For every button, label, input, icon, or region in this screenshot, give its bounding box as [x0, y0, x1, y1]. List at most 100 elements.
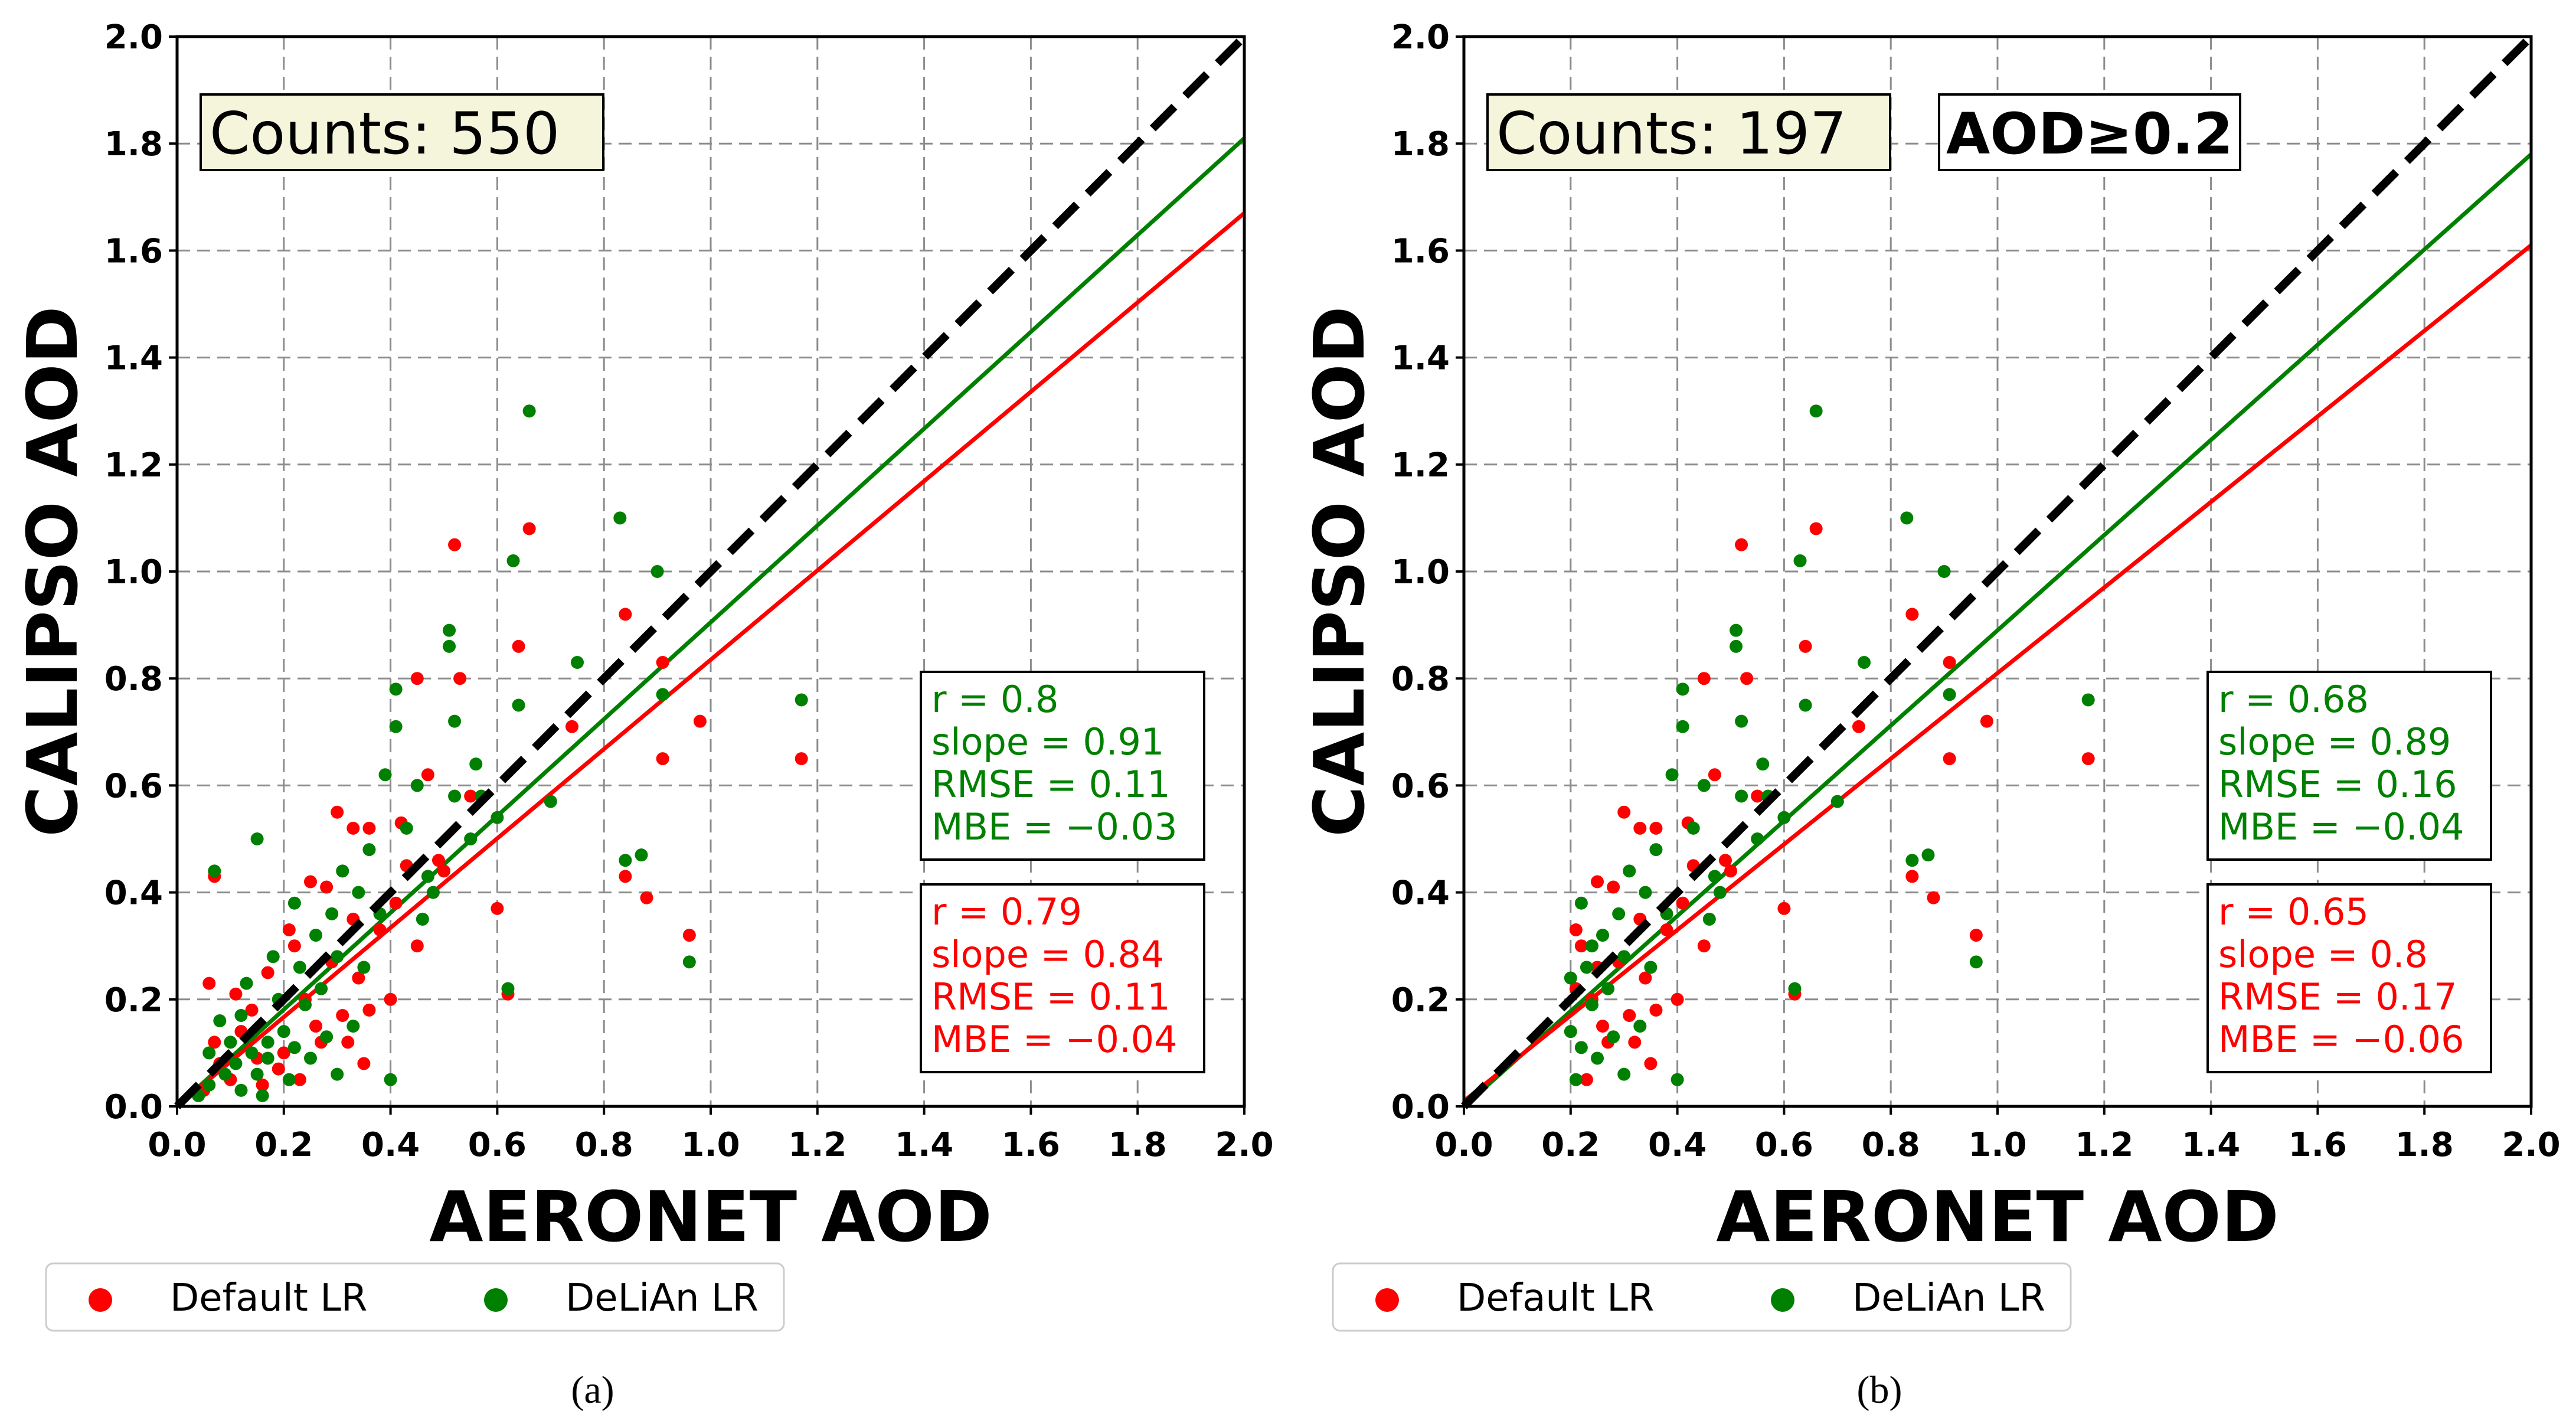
point-delian — [443, 639, 456, 653]
point-default — [1718, 854, 1732, 867]
point-delian — [795, 693, 808, 707]
point-default — [656, 656, 669, 669]
x-tick-label: 0.0 — [148, 1126, 206, 1164]
point-default — [1735, 538, 1748, 551]
x-tick-label: 1.4 — [895, 1126, 953, 1164]
stats-line: slope = 0.89 — [2218, 720, 2451, 763]
stats-line: slope = 0.84 — [931, 933, 1164, 976]
point-delian — [287, 896, 301, 910]
point-delian — [1730, 623, 1743, 637]
point-delian — [256, 1089, 269, 1102]
y-tick-label: 1.0 — [104, 553, 163, 592]
point-default — [1927, 891, 1940, 904]
point-delian — [261, 1036, 274, 1049]
point-default — [1628, 1036, 1642, 1049]
y-tick-label: 0.2 — [1391, 981, 1450, 1020]
point-delian — [571, 656, 584, 669]
point-delian — [298, 998, 312, 1011]
point-delian — [410, 779, 424, 792]
point-delian — [512, 698, 525, 712]
counts-box — [200, 93, 604, 171]
y-tick-label: 2.0 — [104, 18, 163, 57]
fit-line-default — [175, 211, 1246, 1108]
point-default — [352, 971, 365, 985]
counts-label: Counts: 197 — [1496, 100, 1846, 168]
fit-line-delian — [175, 136, 1246, 1108]
legend-marker — [1771, 1288, 1794, 1312]
panel-a: 0.0 0.2 0.4 0.6 0.8 1.0 1.2 1.4 1.6 1.8 2.0 0.0 0.2 0… — [12, 18, 1274, 1412]
point-delian — [1617, 1067, 1631, 1081]
point-default — [1905, 608, 1919, 621]
point-default — [357, 1057, 371, 1070]
point-delian — [1596, 929, 1610, 942]
point-delian — [522, 404, 536, 418]
point-default — [1591, 875, 1604, 889]
point-delian — [1702, 912, 1716, 926]
point-default — [1639, 971, 1652, 985]
legend-box — [45, 1262, 785, 1332]
point-default — [277, 1046, 290, 1060]
one-to-one-line — [174, 34, 1247, 1109]
point-delian — [1697, 779, 1711, 792]
legend-marker — [89, 1288, 112, 1312]
point-default — [282, 923, 296, 937]
legend-label: Default LR — [170, 1276, 367, 1320]
point-default — [1943, 752, 1956, 766]
stats-box — [920, 671, 1205, 861]
point-default — [256, 1078, 269, 1092]
point-delian — [213, 1014, 227, 1028]
stats-line: RMSE = 0.11 — [931, 763, 1171, 806]
point-default — [336, 1008, 349, 1022]
legend-label: DeLiAn LR — [1852, 1276, 2045, 1320]
stats-line: r = 0.79 — [931, 890, 1082, 933]
one-to-one-line — [1461, 34, 2534, 1109]
x-axis-label: AERONET AOD — [429, 1176, 992, 1258]
point-default — [1633, 821, 1647, 835]
point-delian — [2081, 693, 2095, 707]
point-delian — [1649, 843, 1663, 857]
point-delian — [293, 961, 306, 974]
stats-line: r = 0.8 — [931, 678, 1058, 721]
stats-line: slope = 0.91 — [931, 720, 1164, 763]
point-default — [1676, 896, 1689, 910]
point-delian — [650, 565, 664, 578]
point-default — [362, 821, 376, 835]
point-default — [1697, 939, 1711, 953]
x-tick-label: 1.6 — [1002, 1126, 1060, 1164]
point-delian — [1777, 811, 1791, 824]
point-default — [1660, 923, 1673, 937]
counts-label: Counts: 550 — [210, 100, 560, 168]
stats-line: MBE = −0.03 — [931, 805, 1178, 848]
stats-line: RMSE = 0.16 — [2218, 763, 2457, 806]
y-tick-label: 1.8 — [104, 125, 163, 164]
y-tick-label: 0.4 — [1391, 874, 1450, 913]
x-tick-label: 1.8 — [2395, 1126, 2454, 1164]
x-tick-label: 1.0 — [1968, 1126, 2026, 1164]
point-delian — [1788, 982, 1802, 995]
stats-line: slope = 0.8 — [2218, 933, 2428, 976]
point-delian — [1735, 789, 1748, 803]
y-tick-label: 1.4 — [1391, 339, 1450, 378]
point-delian — [1580, 961, 1593, 974]
point-default — [464, 789, 478, 803]
point-delian — [491, 811, 504, 824]
point-default — [1905, 870, 1919, 883]
point-delian — [1937, 565, 1951, 578]
point-default — [1569, 923, 1583, 937]
x-tick-label: 0.4 — [361, 1126, 420, 1164]
point-default — [1649, 1003, 1663, 1017]
point-delian — [282, 1073, 296, 1086]
point-default — [1644, 1057, 1658, 1070]
y-tick-label: 1.6 — [104, 232, 163, 270]
point-default — [1740, 672, 1754, 685]
point-default — [2081, 752, 2095, 766]
x-tick-label: 1.2 — [788, 1126, 846, 1164]
y-tick-label: 0.0 — [1391, 1088, 1450, 1126]
stats-box — [920, 883, 1205, 1073]
x-tick-label: 0.8 — [575, 1126, 633, 1164]
stats-line: RMSE = 0.11 — [931, 975, 1171, 1018]
point-delian — [635, 848, 648, 862]
point-delian — [304, 1051, 317, 1065]
point-default — [453, 672, 467, 685]
filter-box — [1938, 93, 2241, 171]
